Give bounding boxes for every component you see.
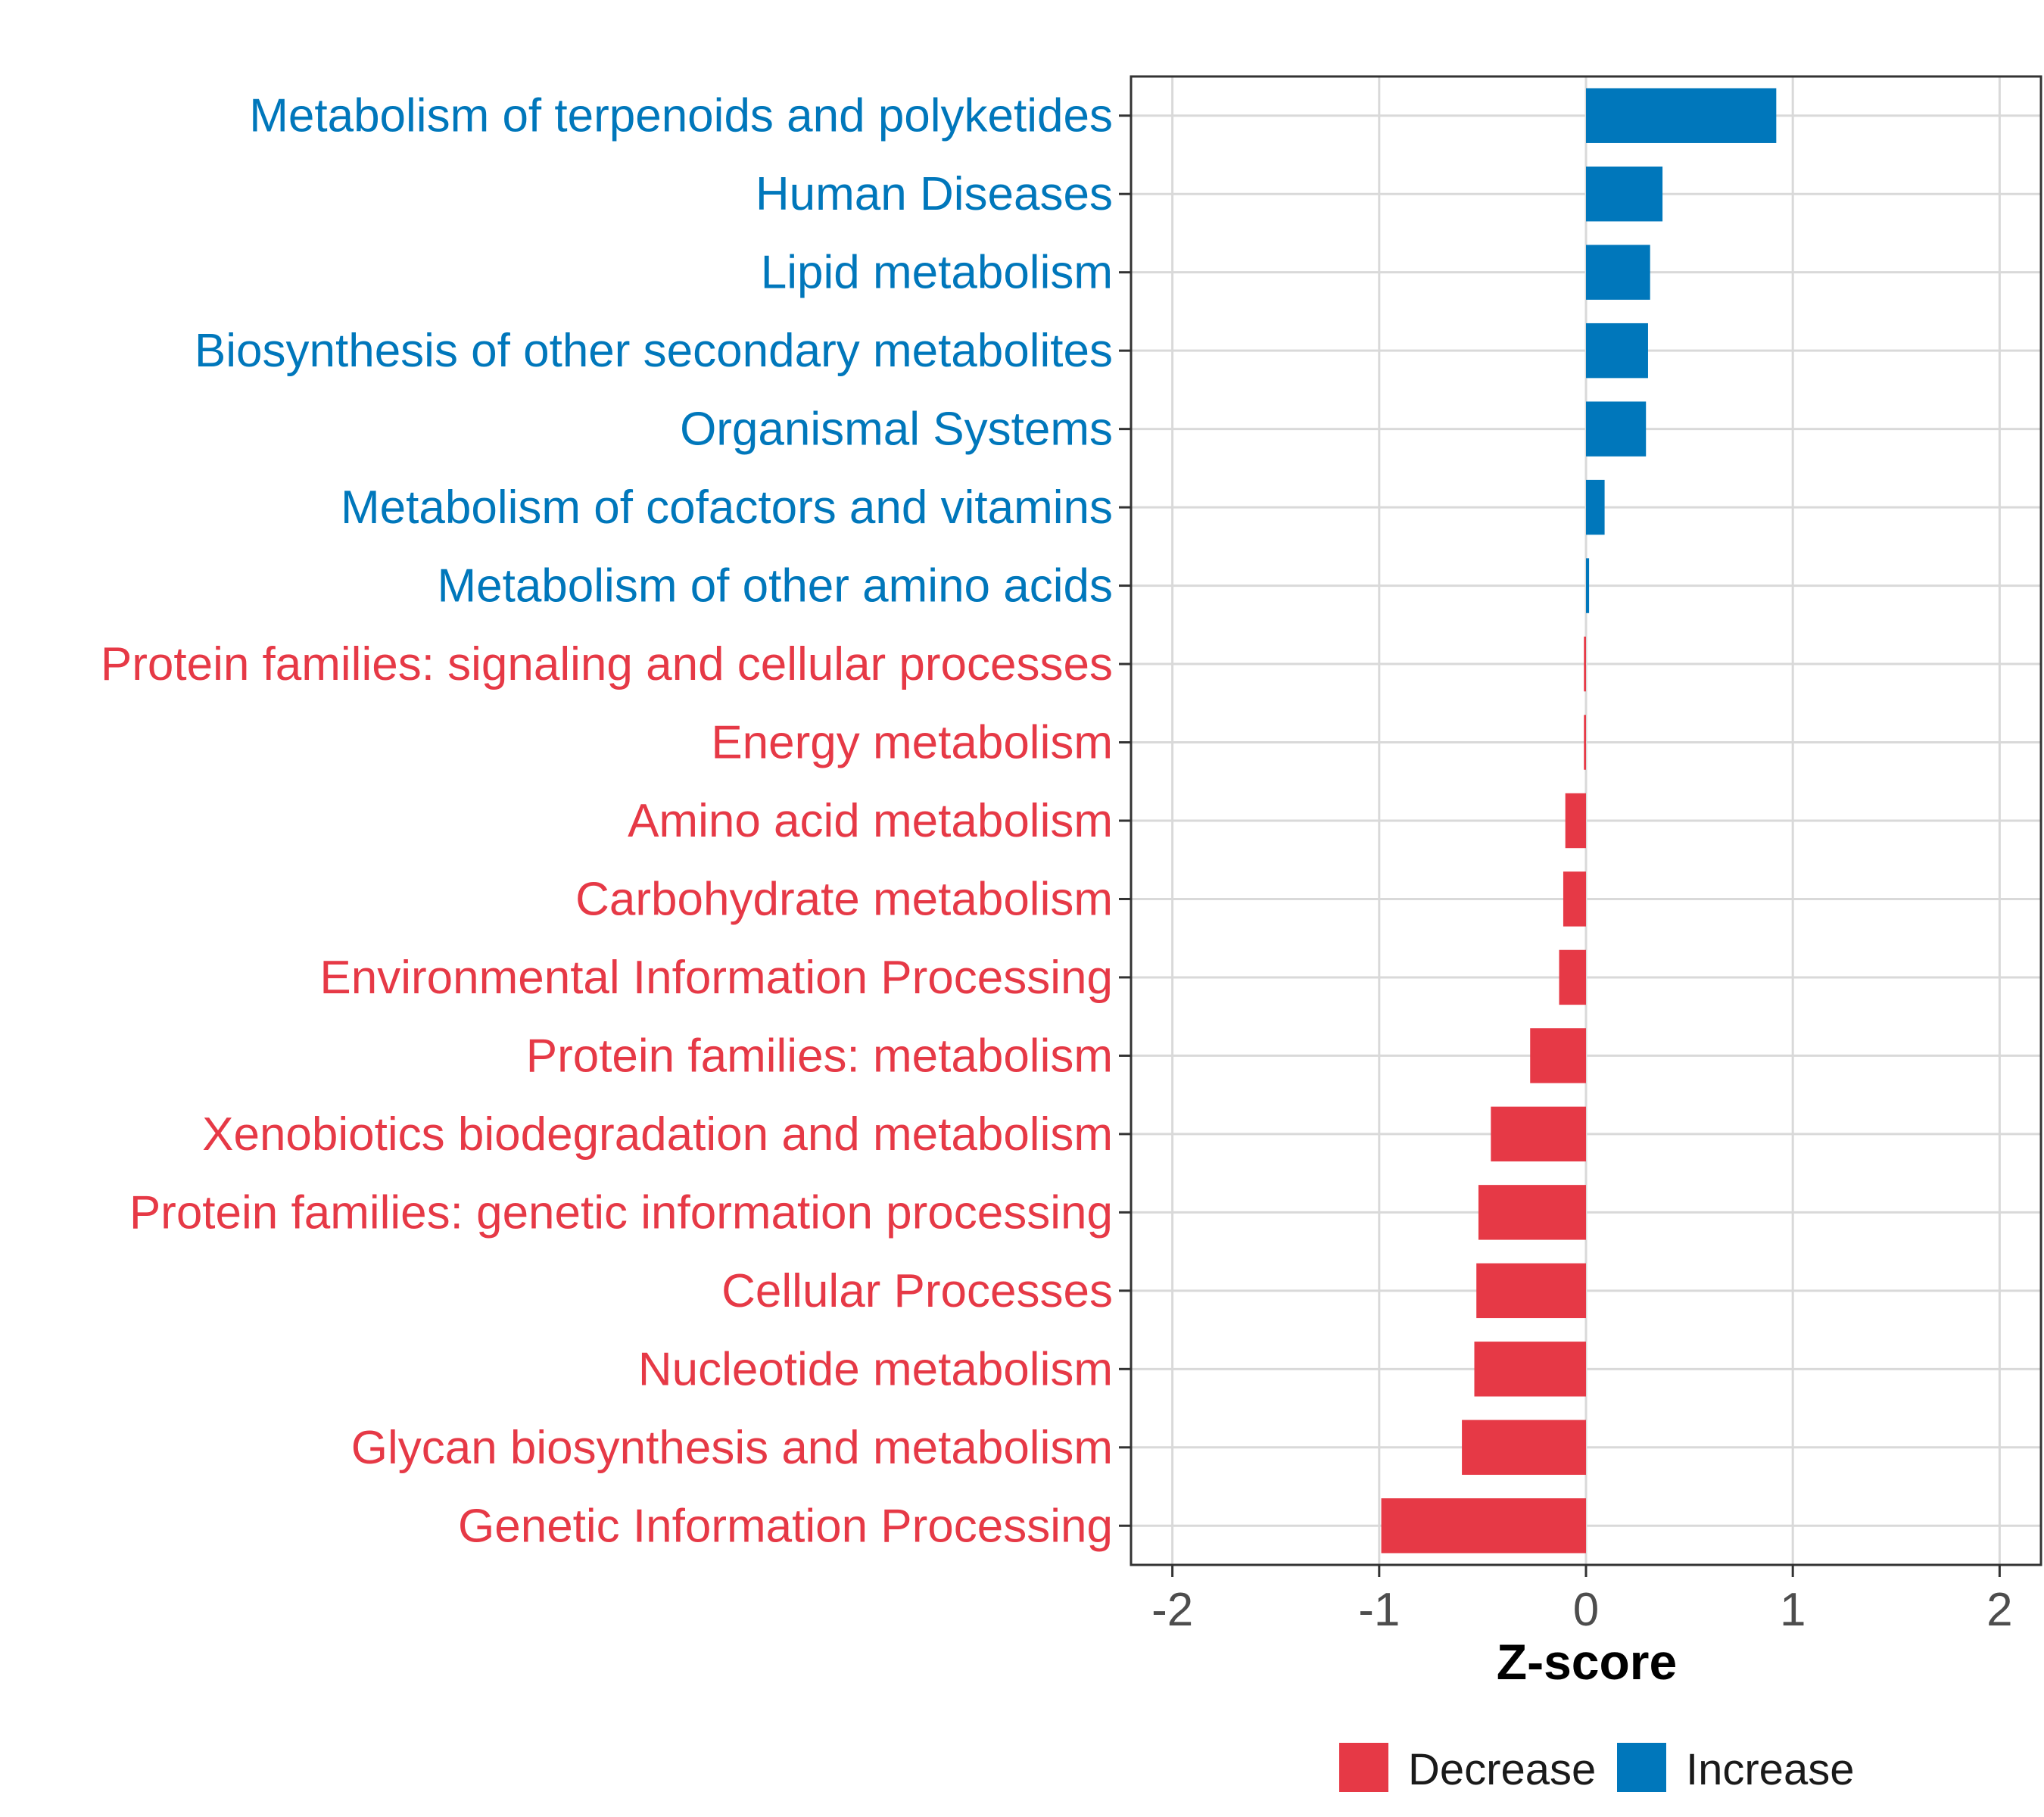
category-label: Metabolism of cofactors and vitamins bbox=[341, 482, 1113, 534]
legend-swatch-increase bbox=[1617, 1743, 1666, 1792]
category-label: Protein families: signaling and cellular… bbox=[101, 638, 1113, 690]
legend-swatch-decrease bbox=[1339, 1743, 1388, 1792]
category-label: Human Diseases bbox=[756, 168, 1113, 220]
x-tick-labels: -2 -1 0 1 2 bbox=[1151, 1584, 2013, 1636]
bar-decrease bbox=[1563, 871, 1586, 927]
bar-decrease bbox=[1530, 1028, 1586, 1083]
category-label: Organismal Systems bbox=[680, 404, 1113, 456]
category-label: Biosynthesis of other secondary metaboli… bbox=[195, 325, 1113, 377]
bar-increase bbox=[1586, 401, 1647, 457]
category-label: Xenobiotics biodegradation and metabolis… bbox=[202, 1108, 1113, 1161]
bar-increase bbox=[1586, 558, 1590, 613]
category-label: Genetic Information Processing bbox=[458, 1500, 1113, 1552]
x-tick-label: -1 bbox=[1358, 1584, 1400, 1636]
category-labels: Metabolism of terpenoids and polyketides… bbox=[101, 90, 1113, 1553]
bar-increase bbox=[1586, 245, 1650, 300]
category-label: Carbohydrate metabolism bbox=[575, 873, 1113, 925]
bar-decrease bbox=[1474, 1342, 1586, 1397]
legend-label-decrease: Decrease bbox=[1408, 1745, 1596, 1794]
bar-decrease bbox=[1584, 636, 1586, 692]
category-label: Protein families: genetic information pr… bbox=[129, 1186, 1113, 1239]
x-tick-label: 2 bbox=[1986, 1584, 2012, 1636]
bar-decrease bbox=[1584, 715, 1586, 770]
category-label: Metabolism of other amino acids bbox=[437, 560, 1113, 612]
bar-decrease bbox=[1478, 1185, 1586, 1240]
x-tick-label: 0 bbox=[1573, 1584, 1599, 1636]
category-label: Glycan biosynthesis and metabolism bbox=[351, 1422, 1113, 1474]
x-axis-title: Z-score bbox=[1497, 1634, 1677, 1690]
bar-increase bbox=[1586, 166, 1663, 222]
category-label: Protein families: metabolism bbox=[526, 1030, 1113, 1082]
bars bbox=[1381, 88, 1777, 1554]
bar-decrease bbox=[1381, 1498, 1586, 1554]
bar-increase bbox=[1586, 479, 1605, 535]
category-label: Metabolism of terpenoids and polyketides bbox=[249, 90, 1113, 142]
bar-decrease bbox=[1491, 1106, 1586, 1162]
x-tick-label: -2 bbox=[1151, 1584, 1193, 1636]
legend: Decrease Increase bbox=[1339, 1743, 1854, 1794]
category-label: Cellular Processes bbox=[721, 1265, 1113, 1317]
bar-decrease bbox=[1462, 1420, 1586, 1476]
legend-label-increase: Increase bbox=[1686, 1745, 1854, 1794]
bar-increase bbox=[1586, 323, 1648, 379]
bar-increase bbox=[1586, 88, 1777, 143]
x-tick-label: 1 bbox=[1780, 1584, 1806, 1636]
bar-decrease bbox=[1559, 949, 1586, 1005]
bar-decrease bbox=[1476, 1263, 1586, 1319]
category-label: Lipid metabolism bbox=[761, 247, 1113, 299]
category-label: Amino acid metabolism bbox=[628, 795, 1113, 847]
category-label: Energy metabolism bbox=[711, 717, 1113, 769]
category-label: Environmental Information Processing bbox=[319, 952, 1113, 1004]
axis-ticks bbox=[1119, 114, 2001, 1577]
category-label: Nucleotide metabolism bbox=[638, 1343, 1113, 1395]
bar-decrease bbox=[1565, 793, 1586, 849]
